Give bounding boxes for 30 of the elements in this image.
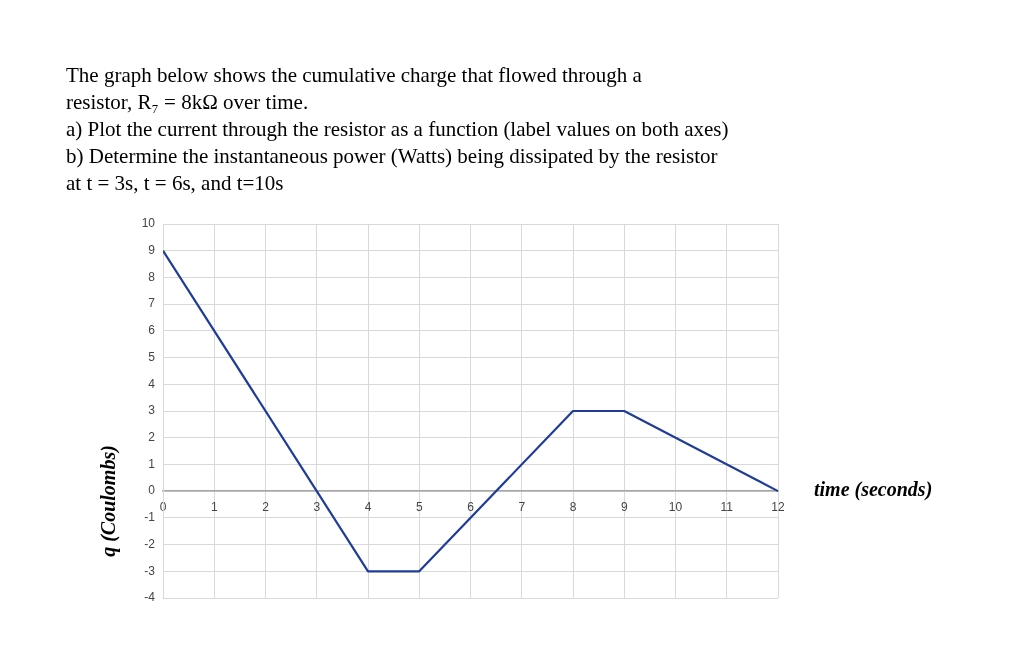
x-tick-label: 5 xyxy=(415,499,423,514)
y-tick-label: 5 xyxy=(148,349,156,364)
y-tick-label: 10 xyxy=(141,216,156,231)
x-tick-label: 10 xyxy=(668,499,683,514)
x-tick-label: 6 xyxy=(467,499,475,514)
y-tick-label: -3 xyxy=(144,563,156,578)
y-tick-label: 7 xyxy=(148,296,156,311)
x-tick-label: 4 xyxy=(364,499,372,514)
y-tick-label: -2 xyxy=(144,536,156,551)
y-tick-label: 6 xyxy=(148,323,156,338)
x-tick-label: 1 xyxy=(210,499,218,514)
x-tick-label: 3 xyxy=(313,499,321,514)
x-tick-label: 7 xyxy=(518,499,526,514)
y-tick-label: 3 xyxy=(148,403,156,418)
x-tick-label: 2 xyxy=(262,499,270,514)
y-tick-label: 0 xyxy=(148,483,156,498)
chart-title: The graph below shows the cumulative charge that flowed through a resistor, R₇ = 8kΩ over time. a) Plot the current through the resistor as a function (label values on both axes) b) Determine the instantaneous power (Watts) being dissipated by the resistor at t = 3s, t = 6s, and t=10s xyxy=(66,62,729,197)
y-tick-label: -1 xyxy=(144,510,156,525)
x-tick-label: 8 xyxy=(569,499,577,514)
x-tick-label: 12 xyxy=(771,499,785,514)
y-tick-label: 1 xyxy=(148,456,156,471)
y-axis-title: q (Coulombs) xyxy=(97,445,121,557)
y-tick-label: 4 xyxy=(148,376,156,391)
x-tick-label: 11 xyxy=(720,499,734,514)
y-tick-label: 8 xyxy=(148,269,156,284)
x-tick-label: 9 xyxy=(620,499,628,514)
y-tick-label: -4 xyxy=(144,590,156,605)
y-tick-label: 9 xyxy=(148,243,156,258)
x-axis-title: time (seconds) xyxy=(814,478,933,502)
y-tick-label: 2 xyxy=(148,430,156,445)
